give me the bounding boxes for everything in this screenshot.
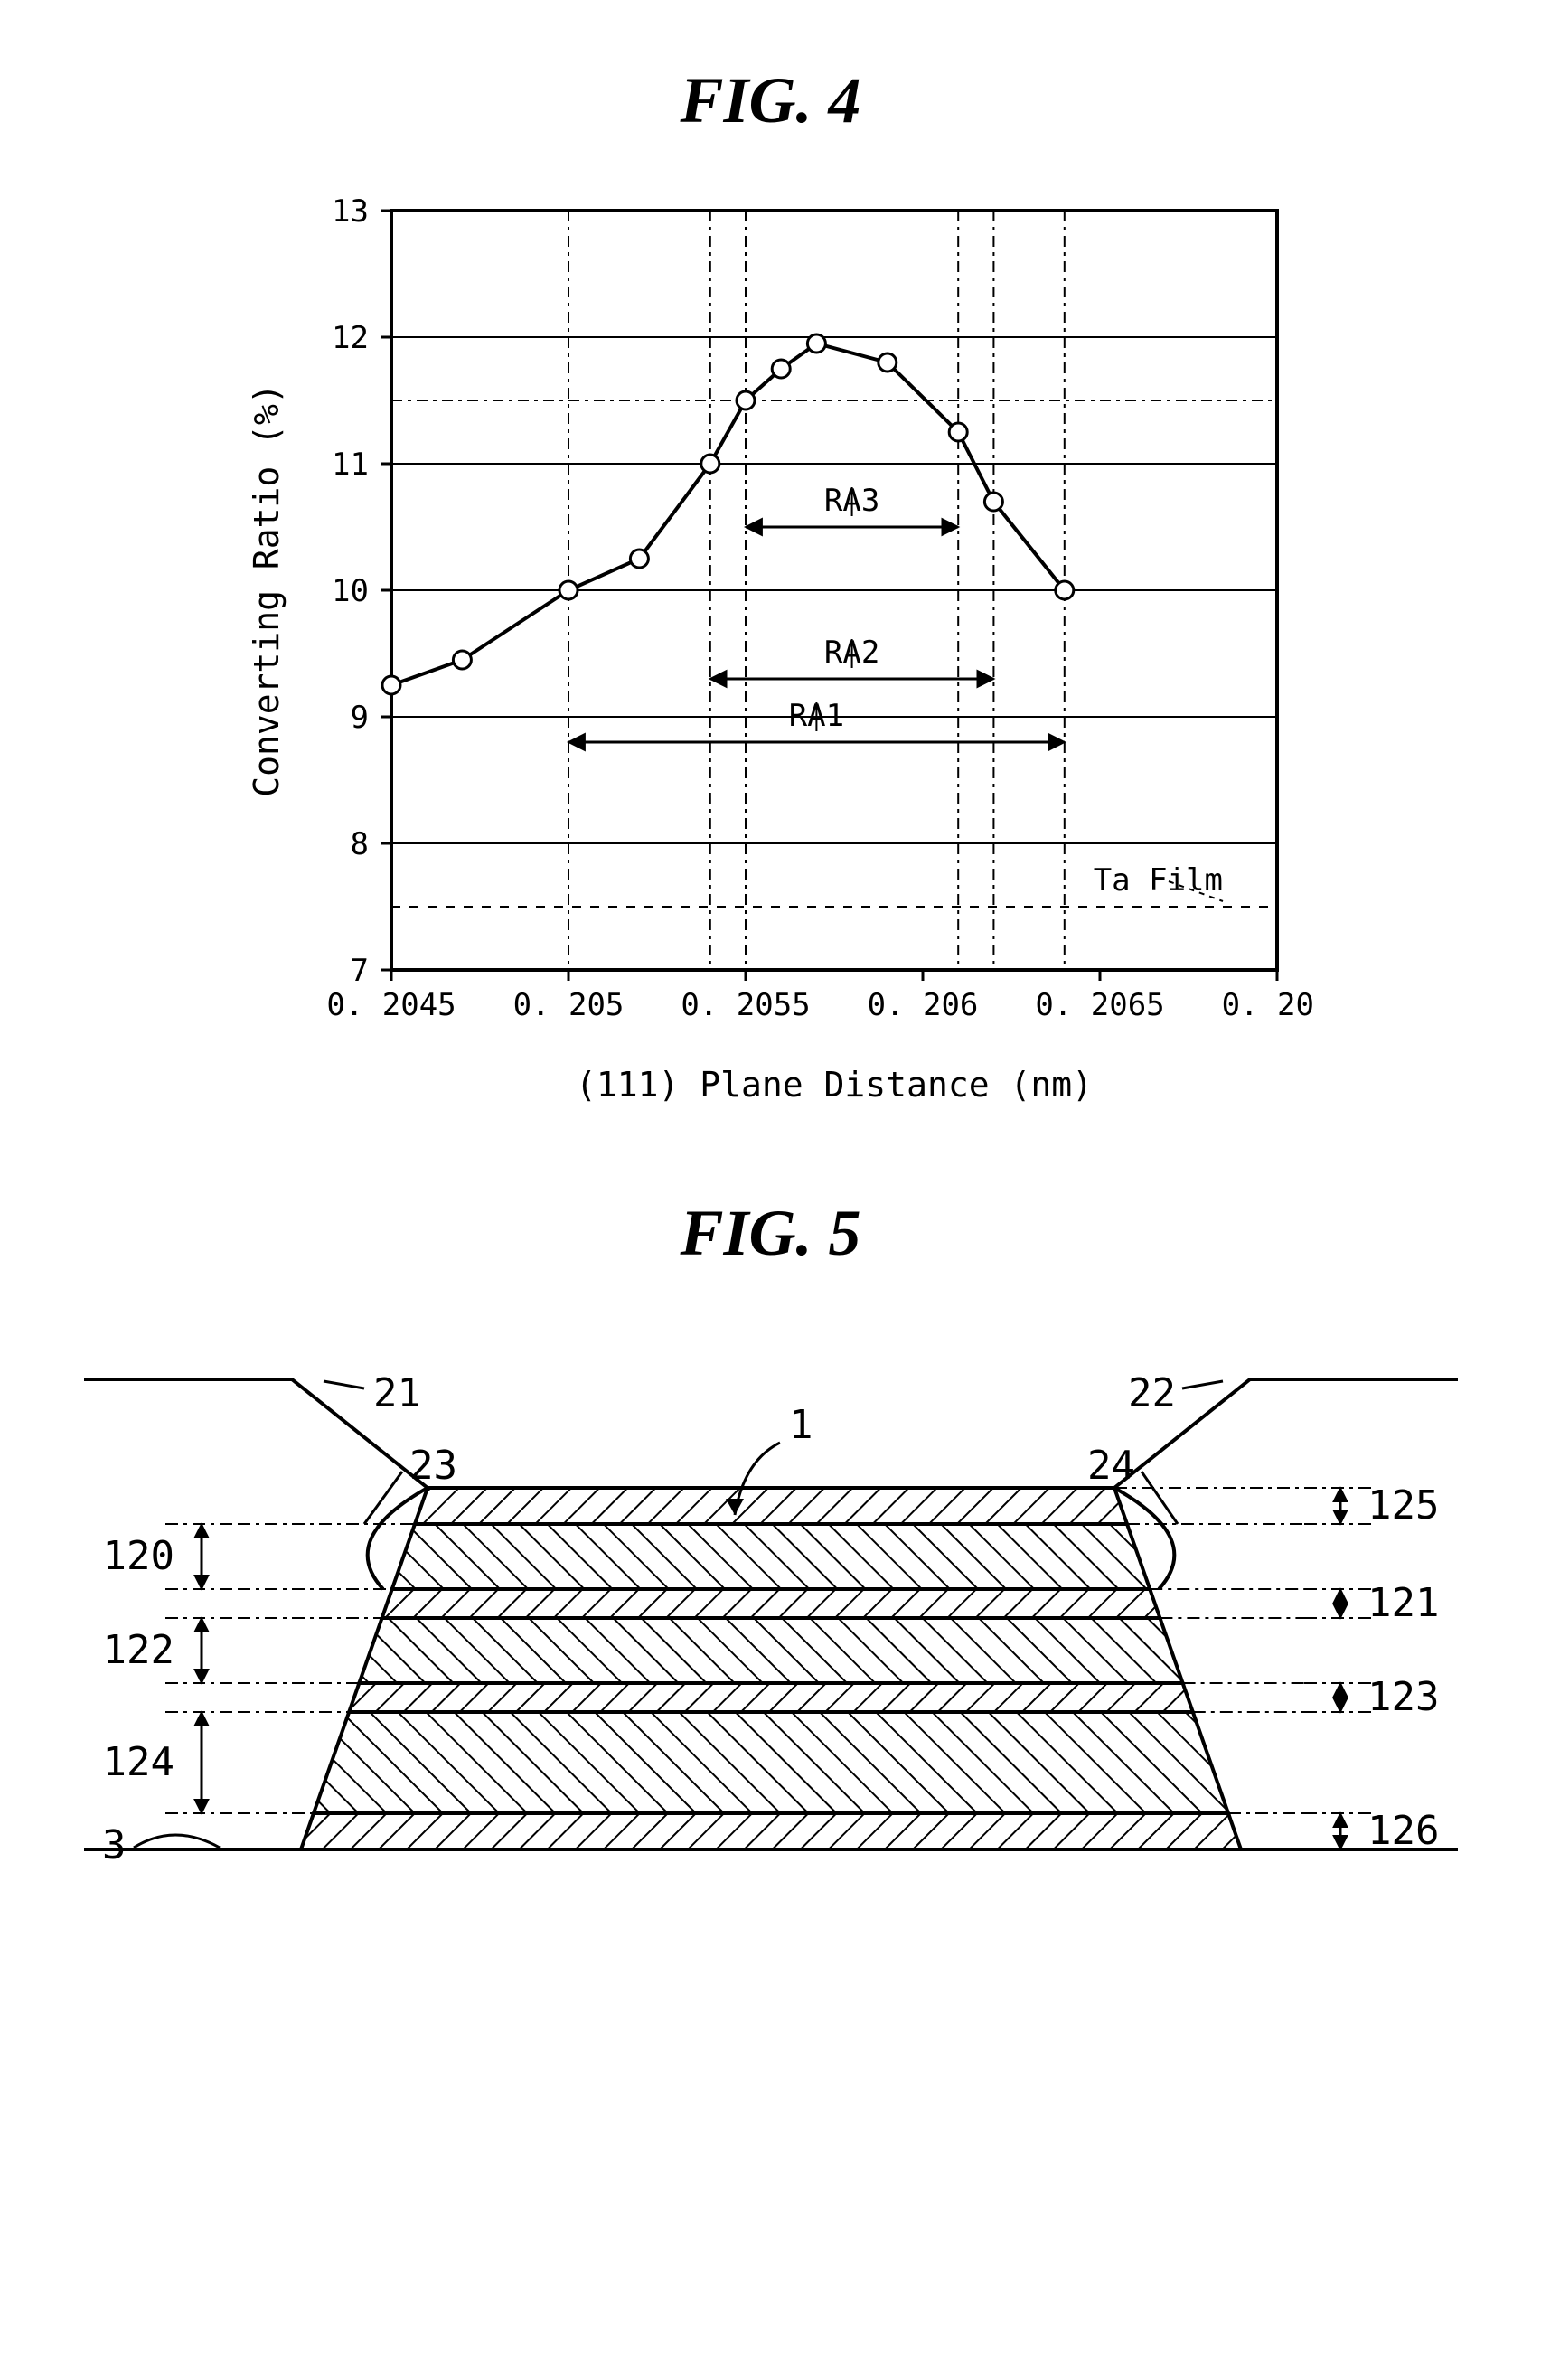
svg-text:0. 205: 0. 205 bbox=[512, 987, 624, 1023]
svg-text:Converting Ratio (%): Converting Ratio (%) bbox=[247, 383, 287, 797]
fig4-title: FIG. 4 bbox=[27, 63, 1514, 138]
svg-text:0. 2045: 0. 2045 bbox=[326, 987, 456, 1023]
svg-text:22: 22 bbox=[1128, 1370, 1176, 1416]
fig5-diagram: 1212223241201221241251211231263 bbox=[48, 1307, 1494, 1940]
svg-text:9: 9 bbox=[350, 700, 368, 736]
svg-text:121: 121 bbox=[1367, 1580, 1439, 1626]
fig4-chart-container: 7 8 9 10 11 12 13 0. 2045 0. 205 0. 2055 0. 206 0. … bbox=[27, 174, 1514, 1124]
svg-text:0. 2055: 0. 2055 bbox=[681, 987, 810, 1023]
svg-text:21: 21 bbox=[373, 1370, 421, 1416]
svg-text:10: 10 bbox=[332, 573, 369, 609]
svg-text:1: 1 bbox=[789, 1402, 813, 1448]
svg-text:0. 2065: 0. 2065 bbox=[1035, 987, 1164, 1023]
svg-text:(111) Plane Distance (nm): (111) Plane Distance (nm) bbox=[576, 1065, 1093, 1105]
svg-text:23: 23 bbox=[409, 1443, 457, 1489]
svg-text:125: 125 bbox=[1367, 1482, 1439, 1529]
svg-text:120: 120 bbox=[102, 1533, 174, 1579]
svg-text:123: 123 bbox=[1367, 1674, 1439, 1720]
svg-text:122: 122 bbox=[102, 1627, 174, 1673]
svg-text:126: 126 bbox=[1367, 1808, 1439, 1854]
svg-text:11: 11 bbox=[332, 447, 369, 483]
svg-text:12: 12 bbox=[332, 320, 369, 356]
svg-text:8: 8 bbox=[350, 826, 368, 862]
svg-text:7: 7 bbox=[350, 953, 368, 989]
svg-text:0. 206: 0. 206 bbox=[867, 987, 978, 1023]
svg-text:Ta Film: Ta Film bbox=[1093, 862, 1222, 898]
svg-text:124: 124 bbox=[102, 1739, 174, 1785]
fig4-chart: 7 8 9 10 11 12 13 0. 2045 0. 205 0. 2055 0. 206 0. … bbox=[229, 174, 1313, 1124]
fig5-title: FIG. 5 bbox=[27, 1196, 1514, 1271]
svg-text:13: 13 bbox=[332, 193, 369, 230]
svg-text:3: 3 bbox=[102, 1822, 127, 1868]
fig5-container: 1212223241201221241251211231263 bbox=[27, 1307, 1514, 1940]
svg-text:0. 207: 0. 207 bbox=[1221, 987, 1312, 1023]
svg-text:24: 24 bbox=[1087, 1443, 1135, 1489]
